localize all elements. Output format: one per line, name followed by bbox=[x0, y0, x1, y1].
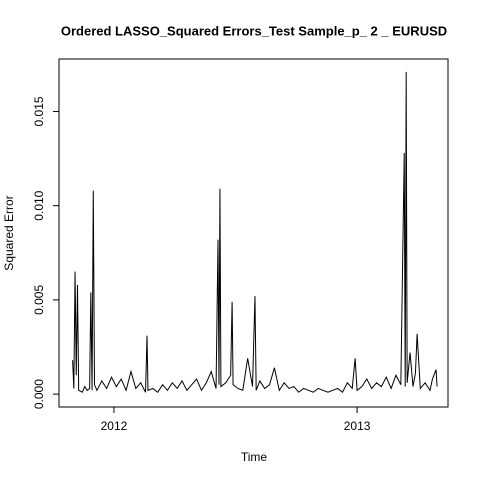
x-axis-label: Time bbox=[241, 450, 268, 464]
chart-title: Ordered LASSO_Squared Errors_Test Sample… bbox=[61, 23, 447, 38]
plot-frame bbox=[58, 58, 449, 408]
y-axis-label: Squared Error bbox=[2, 195, 16, 270]
y-tick-label: 0.015 bbox=[32, 96, 46, 126]
y-tick-label: 0.010 bbox=[32, 190, 46, 220]
data-line bbox=[72, 71, 438, 393]
x-tick-label: 2013 bbox=[344, 419, 371, 433]
y-tick-label: 0.000 bbox=[32, 379, 46, 409]
y-tick-label: 0.005 bbox=[32, 285, 46, 315]
x-tick-label: 2012 bbox=[101, 419, 128, 433]
